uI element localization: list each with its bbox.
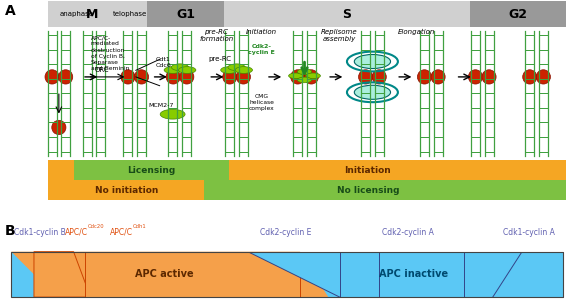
Ellipse shape [166,70,180,84]
Circle shape [171,64,188,71]
Text: Elongation: Elongation [397,29,435,35]
FancyBboxPatch shape [48,180,204,200]
Ellipse shape [291,70,305,84]
Text: Cdk2-cyclin A: Cdk2-cyclin A [381,228,434,237]
Circle shape [297,69,312,75]
FancyBboxPatch shape [470,1,566,27]
Circle shape [354,85,391,99]
Polygon shape [11,252,328,297]
Text: Cdc20: Cdc20 [88,224,104,229]
Text: ORC: ORC [95,67,110,73]
Text: Cdk2-cyclin E: Cdk2-cyclin E [260,228,311,237]
Text: Cdh1: Cdh1 [133,224,147,229]
Text: No initiation: No initiation [95,185,158,194]
Polygon shape [11,252,57,297]
Text: MCM2-7: MCM2-7 [148,103,174,108]
Text: APC/C-
mediated
destruction
of Cyclin B,
Separase
and Geminin: APC/C- mediated destruction of Cyclin B,… [91,35,129,71]
Text: Cdt1
Cdc6: Cdt1 Cdc6 [156,57,171,68]
Text: pre-RC
formation: pre-RC formation [199,29,233,42]
Text: APC active: APC active [135,269,194,279]
Ellipse shape [237,70,250,84]
Text: anaphase: anaphase [59,11,93,17]
Text: pre-RC: pre-RC [208,56,231,62]
Ellipse shape [305,70,318,84]
FancyBboxPatch shape [147,1,224,27]
Ellipse shape [469,70,482,84]
FancyBboxPatch shape [74,160,229,180]
Ellipse shape [359,70,372,84]
Polygon shape [379,252,464,297]
FancyBboxPatch shape [11,252,563,297]
Text: Replisome
assembly: Replisome assembly [321,29,358,42]
Circle shape [228,64,245,71]
FancyBboxPatch shape [224,1,470,27]
Text: Licensing: Licensing [127,166,176,175]
Ellipse shape [52,120,66,135]
Text: G1: G1 [176,8,195,21]
Ellipse shape [58,70,72,84]
Text: Initiation: Initiation [246,29,277,35]
Text: Initiation: Initiation [345,166,391,175]
Circle shape [160,110,185,119]
Text: APC/C: APC/C [110,228,134,237]
FancyBboxPatch shape [48,160,566,180]
Text: Cdk1-cyclin B: Cdk1-cyclin B [14,228,66,237]
Ellipse shape [45,70,59,84]
Circle shape [289,73,303,79]
Ellipse shape [372,70,387,84]
Text: G2: G2 [508,8,528,21]
Text: S: S [342,8,351,21]
Ellipse shape [536,70,551,84]
Polygon shape [249,252,340,297]
Ellipse shape [223,70,237,84]
Circle shape [297,77,312,83]
Circle shape [164,67,182,73]
Text: A: A [5,5,15,18]
Ellipse shape [482,70,496,84]
Circle shape [235,67,252,73]
Circle shape [221,67,238,73]
FancyBboxPatch shape [48,180,566,200]
Ellipse shape [418,70,432,84]
Text: Cdk1-cyclin A: Cdk1-cyclin A [503,228,555,237]
Polygon shape [492,252,563,297]
Ellipse shape [135,70,148,84]
Ellipse shape [180,70,194,84]
Circle shape [354,54,391,69]
Polygon shape [85,252,300,297]
Text: M: M [86,8,98,21]
Text: CMG
helicase
complex: CMG helicase complex [248,95,275,111]
Text: APC inactive: APC inactive [379,269,448,279]
Circle shape [178,67,196,73]
Text: telophase: telophase [113,11,148,17]
Text: No licensing: No licensing [337,185,399,194]
Text: B: B [5,224,15,237]
Text: APC/C: APC/C [65,228,88,237]
Polygon shape [34,252,91,297]
Ellipse shape [121,70,135,84]
Text: Cdk2-
cyclin E: Cdk2- cyclin E [248,44,275,55]
Circle shape [306,73,320,79]
Ellipse shape [522,70,537,84]
FancyBboxPatch shape [48,1,147,27]
Ellipse shape [431,70,445,84]
